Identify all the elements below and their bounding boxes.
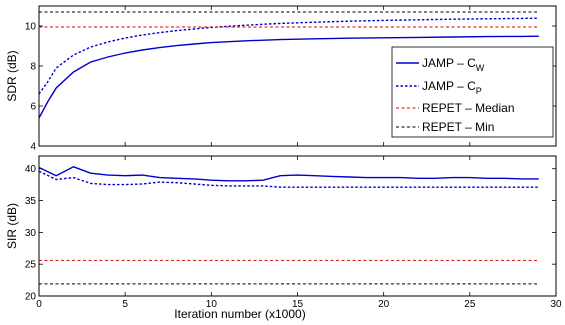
sir-series-1	[39, 170, 539, 188]
legend-label-2: REPET – Median	[422, 101, 515, 115]
sdr-y-tick-label: 6	[30, 102, 36, 113]
sir-x-tick-label: 5	[122, 299, 128, 310]
x-axis-label: Iteration number (x1000)	[174, 307, 305, 321]
legend-label-subscript-1: P	[476, 86, 482, 96]
legend-label-subscript-0: W	[476, 63, 485, 73]
sir-x-tick-label: 25	[464, 299, 476, 310]
sir-x-tick-label: 10	[206, 299, 218, 310]
sdr-series-1	[39, 17, 539, 95]
sir-y-tick-label: 20	[25, 292, 37, 303]
sir-y-tick-label: 40	[25, 164, 37, 175]
legend-label-0: JAMP – CW	[422, 56, 485, 73]
legend: JAMP – CW JAMP – CP REPET – Median REPET – …	[391, 46, 554, 138]
sdr-panel: 4 6 8 10 SDR (dB) JAMP – CW JAMP – CP REPET – M…	[5, 5, 557, 153]
sir-x-tick-label: 15	[292, 299, 304, 310]
sir-x-tick-label: 30	[550, 299, 562, 310]
legend-label-3: REPET – Min	[422, 120, 494, 134]
sir-y-tick-label: 35	[25, 196, 37, 207]
sir-y-tick-label: 25	[25, 260, 37, 271]
sdr-y-axis-label: SDR (dB)	[5, 50, 19, 101]
sdr-y-tick-label: 10	[25, 22, 37, 33]
sdr-y-tick-label: 8	[30, 62, 36, 73]
sir-y-tick-label: 30	[25, 228, 37, 239]
sdr-series-0	[39, 35, 539, 119]
sir-y-axis-label: SIR (dB)	[5, 203, 19, 249]
sir-panel: 0 5 10 15 20 25 30 20 25 30 35 40 SIR (dB)	[5, 155, 562, 310]
sir-x-tick-label: 20	[378, 299, 390, 310]
sir-x-tick-label: 0	[36, 299, 42, 310]
sir-plot-frame	[38, 155, 557, 297]
legend-box	[391, 46, 554, 138]
sdr-y-tick-label: 4	[30, 142, 36, 153]
sir-series-0	[39, 166, 539, 182]
legend-label-1: JAMP – CP	[422, 79, 482, 96]
